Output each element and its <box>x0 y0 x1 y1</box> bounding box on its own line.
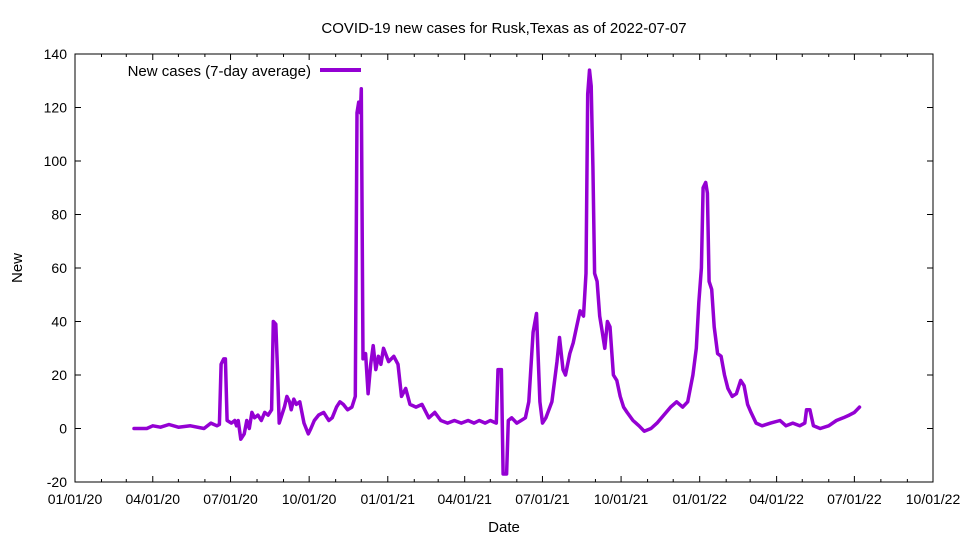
x-tick-label: 10/01/21 <box>594 491 649 507</box>
x-tick-label: 07/01/20 <box>203 491 258 507</box>
legend: New cases (7-day average) <box>128 63 361 80</box>
y-tick-label: 20 <box>51 367 67 383</box>
y-tick-label: 100 <box>44 153 68 169</box>
y-axis-title: New <box>9 253 26 283</box>
x-tick-label: 04/01/21 <box>437 491 492 507</box>
x-axis-title: Date <box>488 519 520 536</box>
chart-title: COVID-19 new cases for Rusk,Texas as of … <box>321 20 686 37</box>
series-line-0 <box>132 68 862 476</box>
x-tick-label: 10/01/20 <box>282 491 337 507</box>
x-tick-label: 07/01/22 <box>827 491 882 507</box>
series-layer <box>132 68 862 476</box>
x-tick-label: 07/01/21 <box>515 491 570 507</box>
y-tick-label: 40 <box>51 314 67 330</box>
x-tick-label: 04/01/22 <box>749 491 804 507</box>
y-tick-label: 120 <box>44 100 68 116</box>
legend-label: New cases (7-day average) <box>128 63 311 80</box>
y-tick-label: 60 <box>51 260 67 276</box>
y-axis: -20 0 20 40 60 80 100 120 140 <box>44 46 933 490</box>
y-tick-label: -20 <box>47 474 67 490</box>
x-tick-label: 04/01/20 <box>126 491 181 507</box>
x-tick-label: 01/01/21 <box>361 491 416 507</box>
x-tick-label: 01/01/22 <box>672 491 727 507</box>
y-tick-label: 140 <box>44 46 68 62</box>
x-axis: 01/01/20 04/01/20 07/01/20 10/01/20 01/01/21… <box>48 54 960 507</box>
x-tick-label: 01/01/20 <box>48 491 103 507</box>
x-tick-label: 10/01/22 <box>906 491 960 507</box>
y-tick-label: 0 <box>59 421 67 437</box>
y-tick-label: 80 <box>51 207 67 223</box>
